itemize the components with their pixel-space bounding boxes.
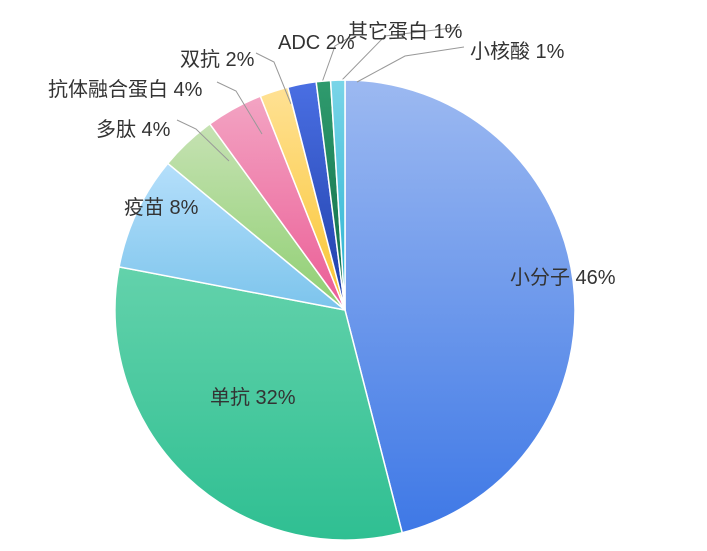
label-ADC: ADC 2% [278, 33, 355, 53]
label-小分子: 小分子 46% [510, 268, 616, 288]
pie-chart: 小分子 46% 单抗 32% 疫苗 8% 多肽 4% 抗体融合蛋白 4% 双抗 2% ADC… [0, 0, 707, 551]
label-其它蛋白: 其它蛋白 1% [348, 22, 462, 42]
leader-小核酸 [357, 47, 464, 82]
label-双抗: 双抗 2% [180, 50, 254, 70]
label-多肽: 多肽 4% [96, 120, 170, 140]
label-单抗: 单抗 32% [210, 388, 296, 408]
label-抗体融合蛋白: 抗体融合蛋白 4% [48, 80, 202, 100]
label-疫苗: 疫苗 8% [124, 198, 198, 218]
label-小核酸: 小核酸 1% [470, 42, 564, 62]
